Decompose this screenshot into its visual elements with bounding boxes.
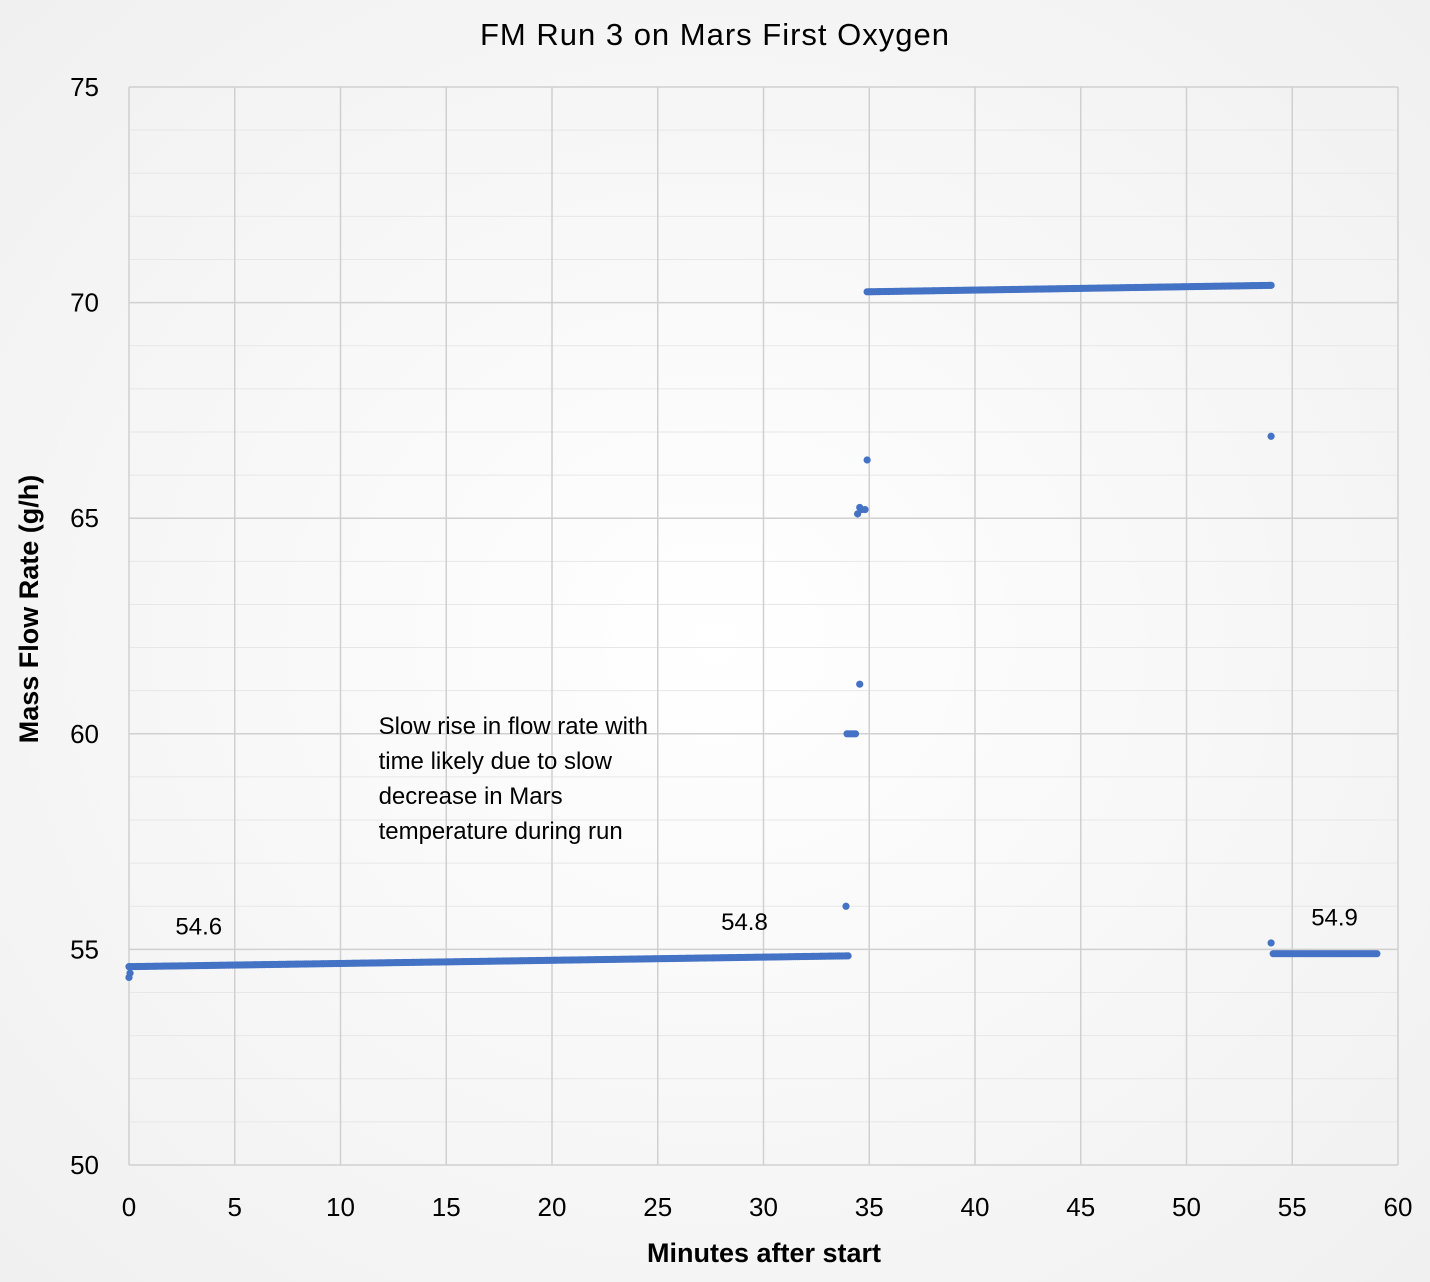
grid bbox=[128, 86, 1399, 1166]
data-points bbox=[125, 281, 1381, 982]
x-tick-label: 5 bbox=[228, 1192, 242, 1222]
x-tick-label: 40 bbox=[961, 1192, 990, 1222]
x-tick-label: 55 bbox=[1278, 1192, 1307, 1222]
data-point bbox=[1373, 950, 1381, 958]
data-point bbox=[863, 456, 871, 464]
x-tick-label: 30 bbox=[749, 1192, 778, 1222]
x-tick-label: 45 bbox=[1066, 1192, 1095, 1222]
x-tick-label: 0 bbox=[122, 1192, 136, 1222]
data-point bbox=[126, 969, 134, 977]
data-point bbox=[842, 902, 850, 910]
y-tick-label: 65 bbox=[70, 503, 99, 533]
chart-title: FM Run 3 on Mars First Oxygen bbox=[480, 17, 950, 52]
y-tick-label: 75 bbox=[70, 72, 99, 102]
data-point bbox=[861, 505, 869, 514]
y-axis-label: Mass Flow Rate (g/h) bbox=[14, 475, 44, 744]
x-axis-label: Minutes after start bbox=[647, 1238, 881, 1268]
annotation-line: Slow rise in flow rate with bbox=[379, 713, 648, 740]
y-tick-label: 50 bbox=[70, 1150, 99, 1180]
x-tick-label: 10 bbox=[326, 1192, 355, 1222]
y-tick-label: 55 bbox=[70, 934, 99, 964]
x-tick-label: 15 bbox=[432, 1192, 461, 1222]
data-point bbox=[1267, 939, 1275, 947]
data-labels: 54.6 54.8 54.9 bbox=[175, 905, 1357, 941]
annotation: Slow rise in flow rate with time likely d… bbox=[379, 713, 648, 845]
x-tick-label: 20 bbox=[538, 1192, 567, 1222]
data-point bbox=[844, 952, 852, 960]
annotation-line: temperature during run bbox=[379, 818, 623, 845]
data-point bbox=[1267, 281, 1275, 289]
x-tick-label: 50 bbox=[1172, 1192, 1201, 1222]
x-tick-label: 60 bbox=[1384, 1192, 1413, 1222]
annotation-line: decrease in Mars bbox=[379, 783, 563, 810]
annotation-line: time likely due to slow bbox=[379, 748, 613, 775]
data-label: 54.8 bbox=[721, 909, 768, 936]
y-tick-label: 60 bbox=[70, 719, 99, 749]
data-point bbox=[1267, 432, 1275, 440]
data-point bbox=[856, 680, 864, 688]
data-label: 54.6 bbox=[175, 913, 222, 940]
data-point bbox=[851, 730, 860, 738]
tick-labels: 0 5 10 15 20 25 30 35 40 45 50 55 60 50 55 60 65 70 75 bbox=[70, 72, 1412, 1222]
x-tick-label: 25 bbox=[643, 1192, 672, 1222]
y-tick-label: 70 bbox=[70, 288, 99, 318]
x-tick-label: 35 bbox=[855, 1192, 884, 1222]
data-label: 54.9 bbox=[1311, 905, 1358, 932]
